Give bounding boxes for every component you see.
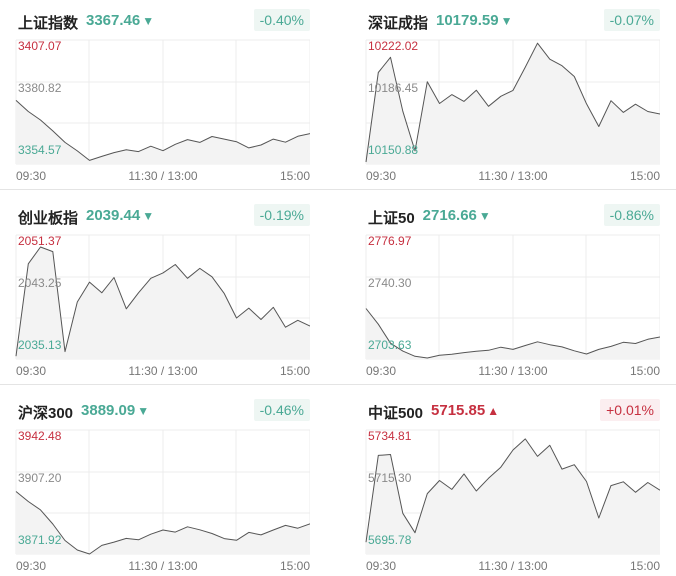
index-name[interactable]: 创业板指: [18, 210, 79, 227]
high-price-label: 5734.81: [368, 429, 412, 443]
reference-price-label: 3380.82: [18, 81, 62, 95]
time-axis-label: 09:30: [366, 364, 396, 378]
intraday-chart[interactable]: 3407.07 3380.82 3354.57 09:30 11:30 / 13:00 1…: [0, 36, 310, 184]
time-axis-label: 11:30 / 13:00: [128, 169, 197, 183]
arrow-down-icon: ▼: [142, 209, 155, 223]
high-price-label: 3407.07: [18, 39, 62, 53]
panel-header: 深证成指 10179.59 ▼ -0.07%: [350, 4, 660, 36]
change-badge: -0.40%: [253, 9, 310, 31]
price-line: [15, 246, 310, 357]
reference-price-label: 2043.25: [18, 276, 62, 290]
panel-header: 沪深300 3889.09 ▼ -0.46%: [0, 394, 310, 426]
area-fill: [366, 438, 660, 554]
area-fill: [16, 247, 310, 359]
arrow-down-icon: ▼: [500, 14, 513, 28]
arrow-down-icon: ▼: [478, 209, 491, 223]
panel-shanghai-composite[interactable]: 上证指数 3367.46 ▼ -0.40% 3407.07 3380.82 3354.57 0…: [0, 4, 310, 184]
panel-csi-300[interactable]: 沪深300 3889.09 ▼ -0.46% 3942.48 3907.20 3871.92…: [0, 394, 310, 574]
time-axis-label: 09:30: [16, 364, 46, 378]
price-line: [365, 438, 660, 543]
arrow-down-icon: ▼: [142, 14, 155, 28]
time-axis-label: 15:00: [280, 169, 310, 183]
low-price-label: 2035.13: [18, 338, 62, 352]
high-price-label: 2051.37: [18, 234, 62, 248]
reference-price-label: 10186.45: [368, 81, 418, 95]
panel-shenzhen-component[interactable]: 深证成指 10179.59 ▼ -0.07% 10222.02 10186.45 10150…: [350, 4, 660, 184]
time-axis-label: 09:30: [16, 559, 46, 573]
change-badge: -0.07%: [603, 9, 660, 31]
index-price: 3889.09: [81, 402, 136, 419]
price-line: [15, 491, 310, 555]
time-axis-label: 15:00: [280, 364, 310, 378]
low-price-label: 5695.78: [368, 533, 412, 547]
index-name[interactable]: 深证成指: [368, 15, 429, 32]
reference-price-label: 5715.30: [368, 471, 412, 485]
reference-price-label: 3907.20: [18, 471, 62, 485]
intraday-chart[interactable]: 2776.97 2740.30 2703.63 09:30 11:30 / 13:00 1…: [350, 231, 660, 379]
index-name[interactable]: 上证指数: [18, 15, 79, 32]
intraday-chart[interactable]: 3942.48 3907.20 3871.92 09:30 11:30 / 13:00 1…: [0, 426, 310, 574]
intraday-chart[interactable]: 10222.02 10186.45 10150.88 09:30 11:30 / 13:…: [350, 36, 660, 184]
high-price-label: 10222.02: [368, 39, 418, 53]
index-name[interactable]: 上证50: [368, 210, 415, 227]
intraday-chart[interactable]: 2051.37 2043.25 2035.13 09:30 11:30 / 13:00 1…: [0, 231, 310, 379]
high-price-label: 3942.48: [18, 429, 62, 443]
panel-header: 创业板指 2039.44 ▼ -0.19%: [0, 199, 310, 231]
area-fill: [366, 43, 660, 165]
index-name[interactable]: 中证500: [368, 405, 424, 422]
area-fill: [16, 100, 310, 164]
panel-header: 中证500 5715.85 ▲ +0.01%: [350, 394, 660, 426]
change-badge: -0.86%: [603, 204, 660, 226]
panel-header: 上证50 2716.66 ▼ -0.86%: [350, 199, 660, 231]
time-axis-label: 15:00: [630, 559, 660, 573]
low-price-label: 10150.88: [368, 143, 418, 157]
change-badge: +0.01%: [600, 399, 660, 421]
time-axis-label: 15:00: [630, 364, 660, 378]
index-price: 3367.46: [86, 12, 141, 29]
time-axis-label: 09:30: [366, 559, 396, 573]
time-axis-label: 11:30 / 13:00: [478, 169, 547, 183]
area-fill: [366, 308, 660, 359]
arrow-up-icon: ▲: [487, 404, 500, 418]
change-badge: -0.46%: [253, 399, 310, 421]
low-price-label: 3871.92: [18, 533, 62, 547]
time-axis-label: 11:30 / 13:00: [128, 364, 197, 378]
change-badge: -0.19%: [253, 204, 310, 226]
index-name[interactable]: 沪深300: [18, 405, 74, 422]
low-price-label: 3354.57: [18, 143, 62, 157]
price-line: [15, 100, 310, 161]
arrow-down-icon: ▼: [137, 404, 150, 418]
area-fill: [16, 491, 310, 554]
low-price-label: 2703.63: [368, 338, 412, 352]
time-axis-label: 15:00: [280, 559, 310, 573]
high-price-label: 2776.97: [368, 234, 412, 248]
time-axis-label: 11:30 / 13:00: [128, 559, 197, 573]
time-axis-label: 09:30: [16, 169, 46, 183]
index-price: 2039.44: [86, 207, 141, 224]
index-price: 5715.85: [431, 402, 486, 419]
time-axis-label: 09:30: [366, 169, 396, 183]
row-divider: [0, 189, 676, 190]
row-divider: [0, 384, 676, 385]
price-line: [365, 42, 660, 163]
price-line: [365, 308, 660, 359]
index-price: 2716.66: [422, 207, 477, 224]
time-axis-label: 11:30 / 13:00: [478, 364, 547, 378]
time-axis-label: 15:00: [630, 169, 660, 183]
index-price: 10179.59: [436, 12, 499, 29]
panel-sse-50[interactable]: 上证50 2716.66 ▼ -0.86% 2776.97 2740.30 2703.63 0…: [350, 199, 660, 379]
reference-price-label: 2740.30: [368, 276, 412, 290]
intraday-chart[interactable]: 5734.81 5715.30 5695.78 09:30 11:30 / 13:00 1…: [350, 426, 660, 574]
panel-header: 上证指数 3367.46 ▼ -0.40%: [0, 4, 310, 36]
panel-chinext[interactable]: 创业板指 2039.44 ▼ -0.19% 2051.37 2043.25 2035.13 0…: [0, 199, 310, 379]
panel-csi-500[interactable]: 中证500 5715.85 ▲ +0.01% 5734.81 5715.30 5695.78…: [350, 394, 660, 574]
time-axis-label: 11:30 / 13:00: [478, 559, 547, 573]
